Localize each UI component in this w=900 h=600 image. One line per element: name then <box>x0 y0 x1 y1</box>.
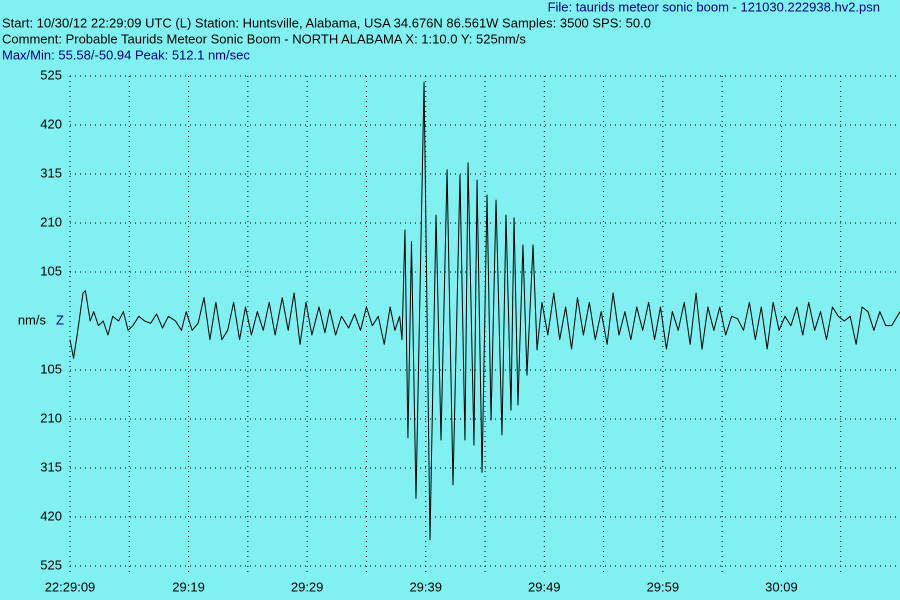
x-tick-label: 29:39 <box>409 579 442 594</box>
x-tick-label: 29:49 <box>528 579 561 594</box>
file-name: File: taurids meteor sonic boom - 121030… <box>548 0 880 14</box>
y-tick-label: 315 <box>40 165 62 180</box>
y-tick-label: 105 <box>40 263 62 278</box>
x-tick-label: 29:29 <box>291 579 324 594</box>
x-tick-label: 29:19 <box>172 579 205 594</box>
start-info: Start: 10/30/12 22:29:09 UTC (L) Station… <box>2 15 651 30</box>
comment: Comment: Probable Taurids Meteor Sonic B… <box>2 31 526 46</box>
waveform <box>69 81 900 541</box>
y-tick-label: 525 <box>40 557 62 572</box>
x-tick-label: 29:59 <box>647 579 680 594</box>
y-tick-label: 315 <box>40 459 62 474</box>
y-tick-label: 525 <box>40 67 62 82</box>
y-tick-label: 420 <box>40 116 62 131</box>
y-axis-label: nm/s <box>18 312 47 327</box>
y-tick-label: 105 <box>40 361 62 376</box>
y-tick-label: 420 <box>40 508 62 523</box>
channel-label: Z <box>56 312 64 327</box>
x-tick-label: 22:29:09 <box>45 579 96 594</box>
y-tick-label: 210 <box>40 410 62 425</box>
max-min: Max/Min: 55.58/-50.94 Peak: 512.1 nm/sec <box>2 47 250 62</box>
y-tick-label: 210 <box>40 214 62 229</box>
x-tick-label: 30:09 <box>765 579 798 594</box>
